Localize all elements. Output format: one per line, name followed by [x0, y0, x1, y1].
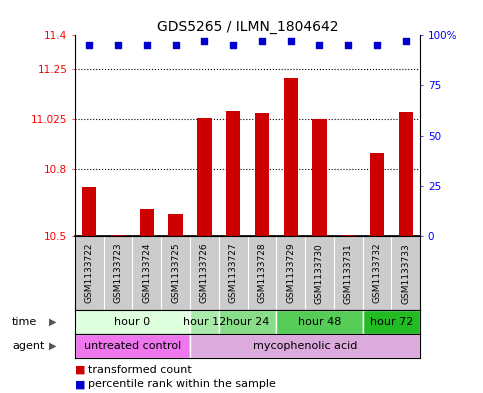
Point — [373, 42, 381, 48]
Text: hour 72: hour 72 — [370, 317, 413, 327]
Bar — [169, 213, 183, 236]
Bar — [363, 310, 420, 334]
Point — [143, 42, 151, 48]
Point — [287, 38, 295, 44]
Text: GSM1133730: GSM1133730 — [315, 243, 324, 303]
Text: percentile rank within the sample: percentile rank within the sample — [88, 379, 276, 389]
Point — [315, 42, 323, 48]
Text: GSM1133727: GSM1133727 — [228, 243, 238, 303]
Title: GDS5265 / ILMN_1804642: GDS5265 / ILMN_1804642 — [157, 20, 338, 34]
Bar — [226, 111, 241, 236]
Text: GSM1133731: GSM1133731 — [344, 243, 353, 303]
Text: GSM1133725: GSM1133725 — [171, 243, 180, 303]
Bar — [276, 310, 363, 334]
Point — [85, 42, 93, 48]
Bar — [255, 113, 269, 236]
Text: GSM1133723: GSM1133723 — [114, 243, 123, 303]
Text: ■: ■ — [75, 379, 85, 389]
Text: ▶: ▶ — [49, 317, 57, 327]
Text: mycophenolic acid: mycophenolic acid — [253, 341, 357, 351]
Bar — [313, 119, 327, 236]
Point — [258, 38, 266, 44]
Bar — [140, 209, 154, 236]
Text: untreated control: untreated control — [84, 341, 181, 351]
Bar — [219, 310, 276, 334]
Text: agent: agent — [12, 341, 44, 351]
Text: GSM1133722: GSM1133722 — [85, 243, 94, 303]
Text: GSM1133729: GSM1133729 — [286, 243, 295, 303]
Bar — [341, 235, 355, 236]
Bar — [197, 118, 212, 236]
Bar — [190, 310, 219, 334]
Point — [172, 42, 180, 48]
Text: hour 48: hour 48 — [298, 317, 341, 327]
Bar — [111, 235, 125, 236]
Bar — [284, 78, 298, 236]
Text: hour 0: hour 0 — [114, 317, 151, 327]
Point — [402, 38, 410, 44]
Point — [344, 42, 352, 48]
Text: time: time — [12, 317, 37, 327]
Text: GSM1133733: GSM1133733 — [401, 243, 411, 303]
Text: hour 24: hour 24 — [226, 317, 269, 327]
Bar — [370, 153, 384, 236]
Text: GSM1133726: GSM1133726 — [200, 243, 209, 303]
Bar — [398, 112, 413, 236]
Text: transformed count: transformed count — [88, 365, 192, 375]
Text: GSM1133732: GSM1133732 — [372, 243, 382, 303]
Text: GSM1133728: GSM1133728 — [257, 243, 267, 303]
Text: ■: ■ — [75, 365, 85, 375]
Bar — [82, 187, 97, 236]
Bar — [75, 310, 190, 334]
Bar — [75, 334, 190, 358]
Point — [229, 42, 237, 48]
Bar — [190, 334, 420, 358]
Point — [114, 42, 122, 48]
Text: GSM1133724: GSM1133724 — [142, 243, 151, 303]
Point — [200, 38, 208, 44]
Text: ▶: ▶ — [49, 341, 57, 351]
Text: hour 12: hour 12 — [183, 317, 226, 327]
